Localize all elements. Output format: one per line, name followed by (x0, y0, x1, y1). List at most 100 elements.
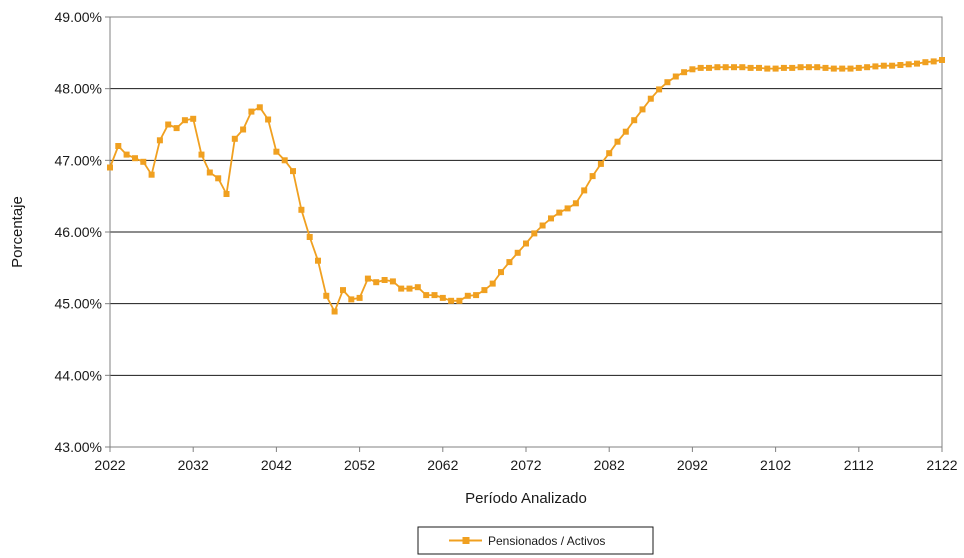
data-point (156, 137, 163, 144)
gridlines (110, 88, 942, 376)
data-point (148, 171, 155, 178)
data-point (123, 151, 130, 158)
data-point (281, 157, 288, 164)
data-point (165, 121, 172, 128)
data-point (240, 126, 247, 133)
data-point (772, 65, 779, 72)
data-point (132, 155, 138, 162)
data-point (331, 308, 338, 315)
data-point (656, 86, 663, 93)
data-point (830, 65, 837, 72)
y-tick-label: 46.00% (55, 224, 102, 240)
data-point (273, 148, 280, 155)
data-point (298, 206, 305, 213)
data-point (847, 65, 854, 72)
data-point (423, 292, 430, 299)
data-point (506, 259, 513, 266)
data-point (706, 64, 712, 71)
x-tick-label: 2082 (594, 457, 625, 473)
data-point (805, 64, 812, 71)
data-point (664, 79, 671, 86)
series-pensionados-activos (107, 57, 945, 315)
data-point (922, 59, 929, 66)
data-point (456, 297, 463, 304)
y-tick-label: 49.00% (55, 9, 102, 25)
data-point (722, 64, 729, 71)
data-point (572, 200, 579, 207)
series-line (109, 59, 943, 313)
data-point (697, 64, 704, 71)
data-point (614, 138, 621, 145)
data-point (930, 58, 937, 65)
data-point (855, 64, 862, 71)
legend-marker-swatch (462, 537, 470, 544)
data-point (589, 173, 596, 180)
data-point (398, 285, 405, 292)
data-point (739, 64, 746, 71)
x-tick-label: 2062 (427, 457, 458, 473)
x-tick-label: 2042 (261, 457, 292, 473)
data-point (481, 287, 488, 294)
x-axis-ticks: 2022 2032 2042 2052 2062 2072 2082 2092 2102 2112… (94, 447, 958, 473)
y-axis-title: Porcentaje (9, 196, 26, 268)
data-point (406, 285, 413, 292)
data-point (639, 106, 646, 113)
data-point (439, 294, 446, 301)
data-point (448, 297, 455, 304)
data-point (364, 275, 371, 282)
data-point (523, 240, 529, 247)
data-point (215, 175, 222, 182)
data-point (323, 292, 330, 299)
data-point (939, 57, 945, 63)
data-point (181, 117, 188, 124)
data-point (223, 191, 230, 197)
data-point (356, 294, 363, 301)
data-point (764, 65, 771, 72)
x-axis-title: Período Analizado (465, 490, 587, 507)
data-point (839, 65, 846, 72)
data-point (797, 64, 804, 71)
data-point (597, 160, 604, 167)
data-point (140, 158, 147, 165)
data-point (381, 277, 388, 283)
data-point (822, 64, 829, 71)
data-point (681, 69, 688, 76)
legend-label: Pensionados / Activos (488, 534, 605, 548)
data-point (556, 209, 563, 216)
data-point (190, 115, 197, 122)
data-point (248, 108, 255, 115)
data-point (647, 95, 654, 102)
y-tick-label: 45.00% (55, 296, 102, 312)
data-point (897, 62, 904, 68)
data-point (514, 249, 521, 256)
data-point (564, 205, 571, 212)
data-point (373, 279, 380, 286)
data-point (115, 143, 122, 149)
data-point (389, 278, 396, 285)
data-point (747, 64, 754, 71)
data-point (306, 234, 313, 240)
data-point (539, 222, 546, 229)
data-point (880, 62, 887, 69)
data-point (631, 117, 638, 124)
data-point (489, 280, 496, 287)
data-point (531, 230, 538, 237)
data-point (473, 292, 480, 299)
data-point (622, 128, 629, 135)
data-point (348, 296, 355, 303)
data-point (464, 292, 471, 299)
data-point (315, 257, 321, 264)
data-point (414, 284, 421, 291)
data-point (872, 63, 879, 70)
y-tick-label: 44.00% (55, 367, 102, 383)
y-axis-ticks: 43.00% 44.00% 45.00% 46.00% 47.00% 48.00% 49.0… (55, 9, 110, 455)
data-point (789, 64, 796, 71)
x-tick-label: 2022 (94, 457, 125, 473)
data-point (689, 66, 696, 73)
y-tick-label: 43.00% (55, 439, 102, 455)
data-point (814, 64, 821, 71)
x-tick-label: 2092 (677, 457, 708, 473)
data-point (256, 104, 263, 111)
